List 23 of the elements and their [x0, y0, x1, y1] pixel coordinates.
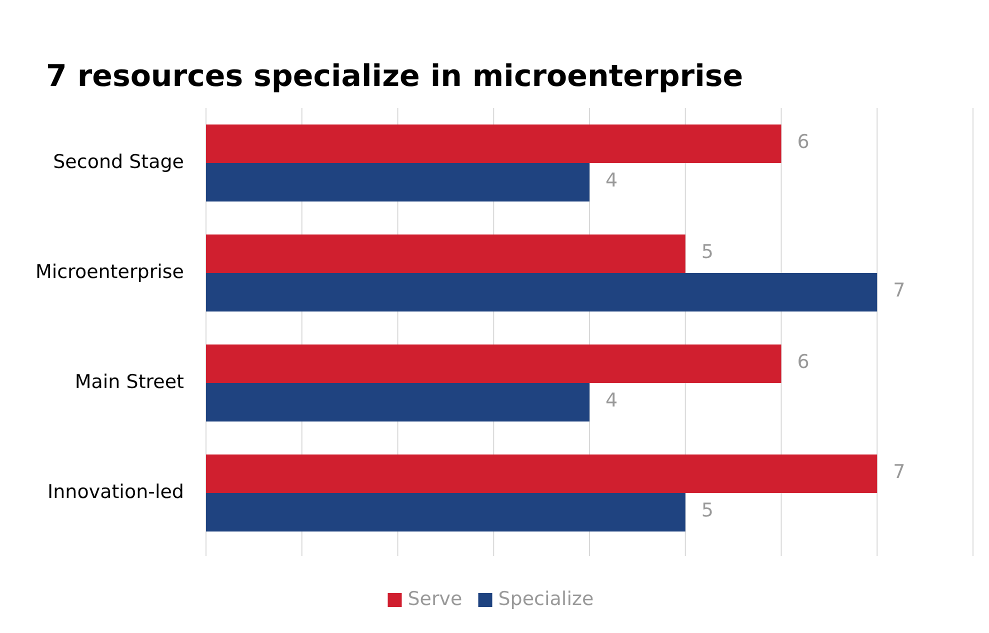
legend-label: Specialize	[498, 588, 594, 610]
bar	[206, 163, 590, 202]
bar	[206, 493, 686, 532]
data-label: 5	[701, 240, 714, 263]
chart-title: 7 resources specialize in microenterprise	[46, 59, 744, 94]
y-tick-label: Second Stage	[53, 151, 184, 174]
bar	[206, 124, 782, 163]
data-label: 6	[797, 130, 810, 153]
y-tick-label: Innovation-led	[48, 481, 184, 504]
y-tick-label: Microenterprise	[35, 261, 184, 284]
y-tick-label: Main Street	[74, 371, 184, 394]
data-label: 6	[797, 350, 810, 373]
data-label: 5	[701, 499, 714, 522]
bar	[206, 234, 686, 273]
data-label: 7	[893, 460, 906, 483]
data-label: 4	[606, 169, 618, 192]
data-label: 4	[606, 389, 618, 412]
data-label: 7	[893, 279, 906, 302]
bar	[206, 383, 590, 422]
bar	[206, 273, 878, 312]
bar	[206, 454, 878, 493]
legend-label: Serve	[408, 588, 462, 610]
bar	[206, 344, 782, 383]
